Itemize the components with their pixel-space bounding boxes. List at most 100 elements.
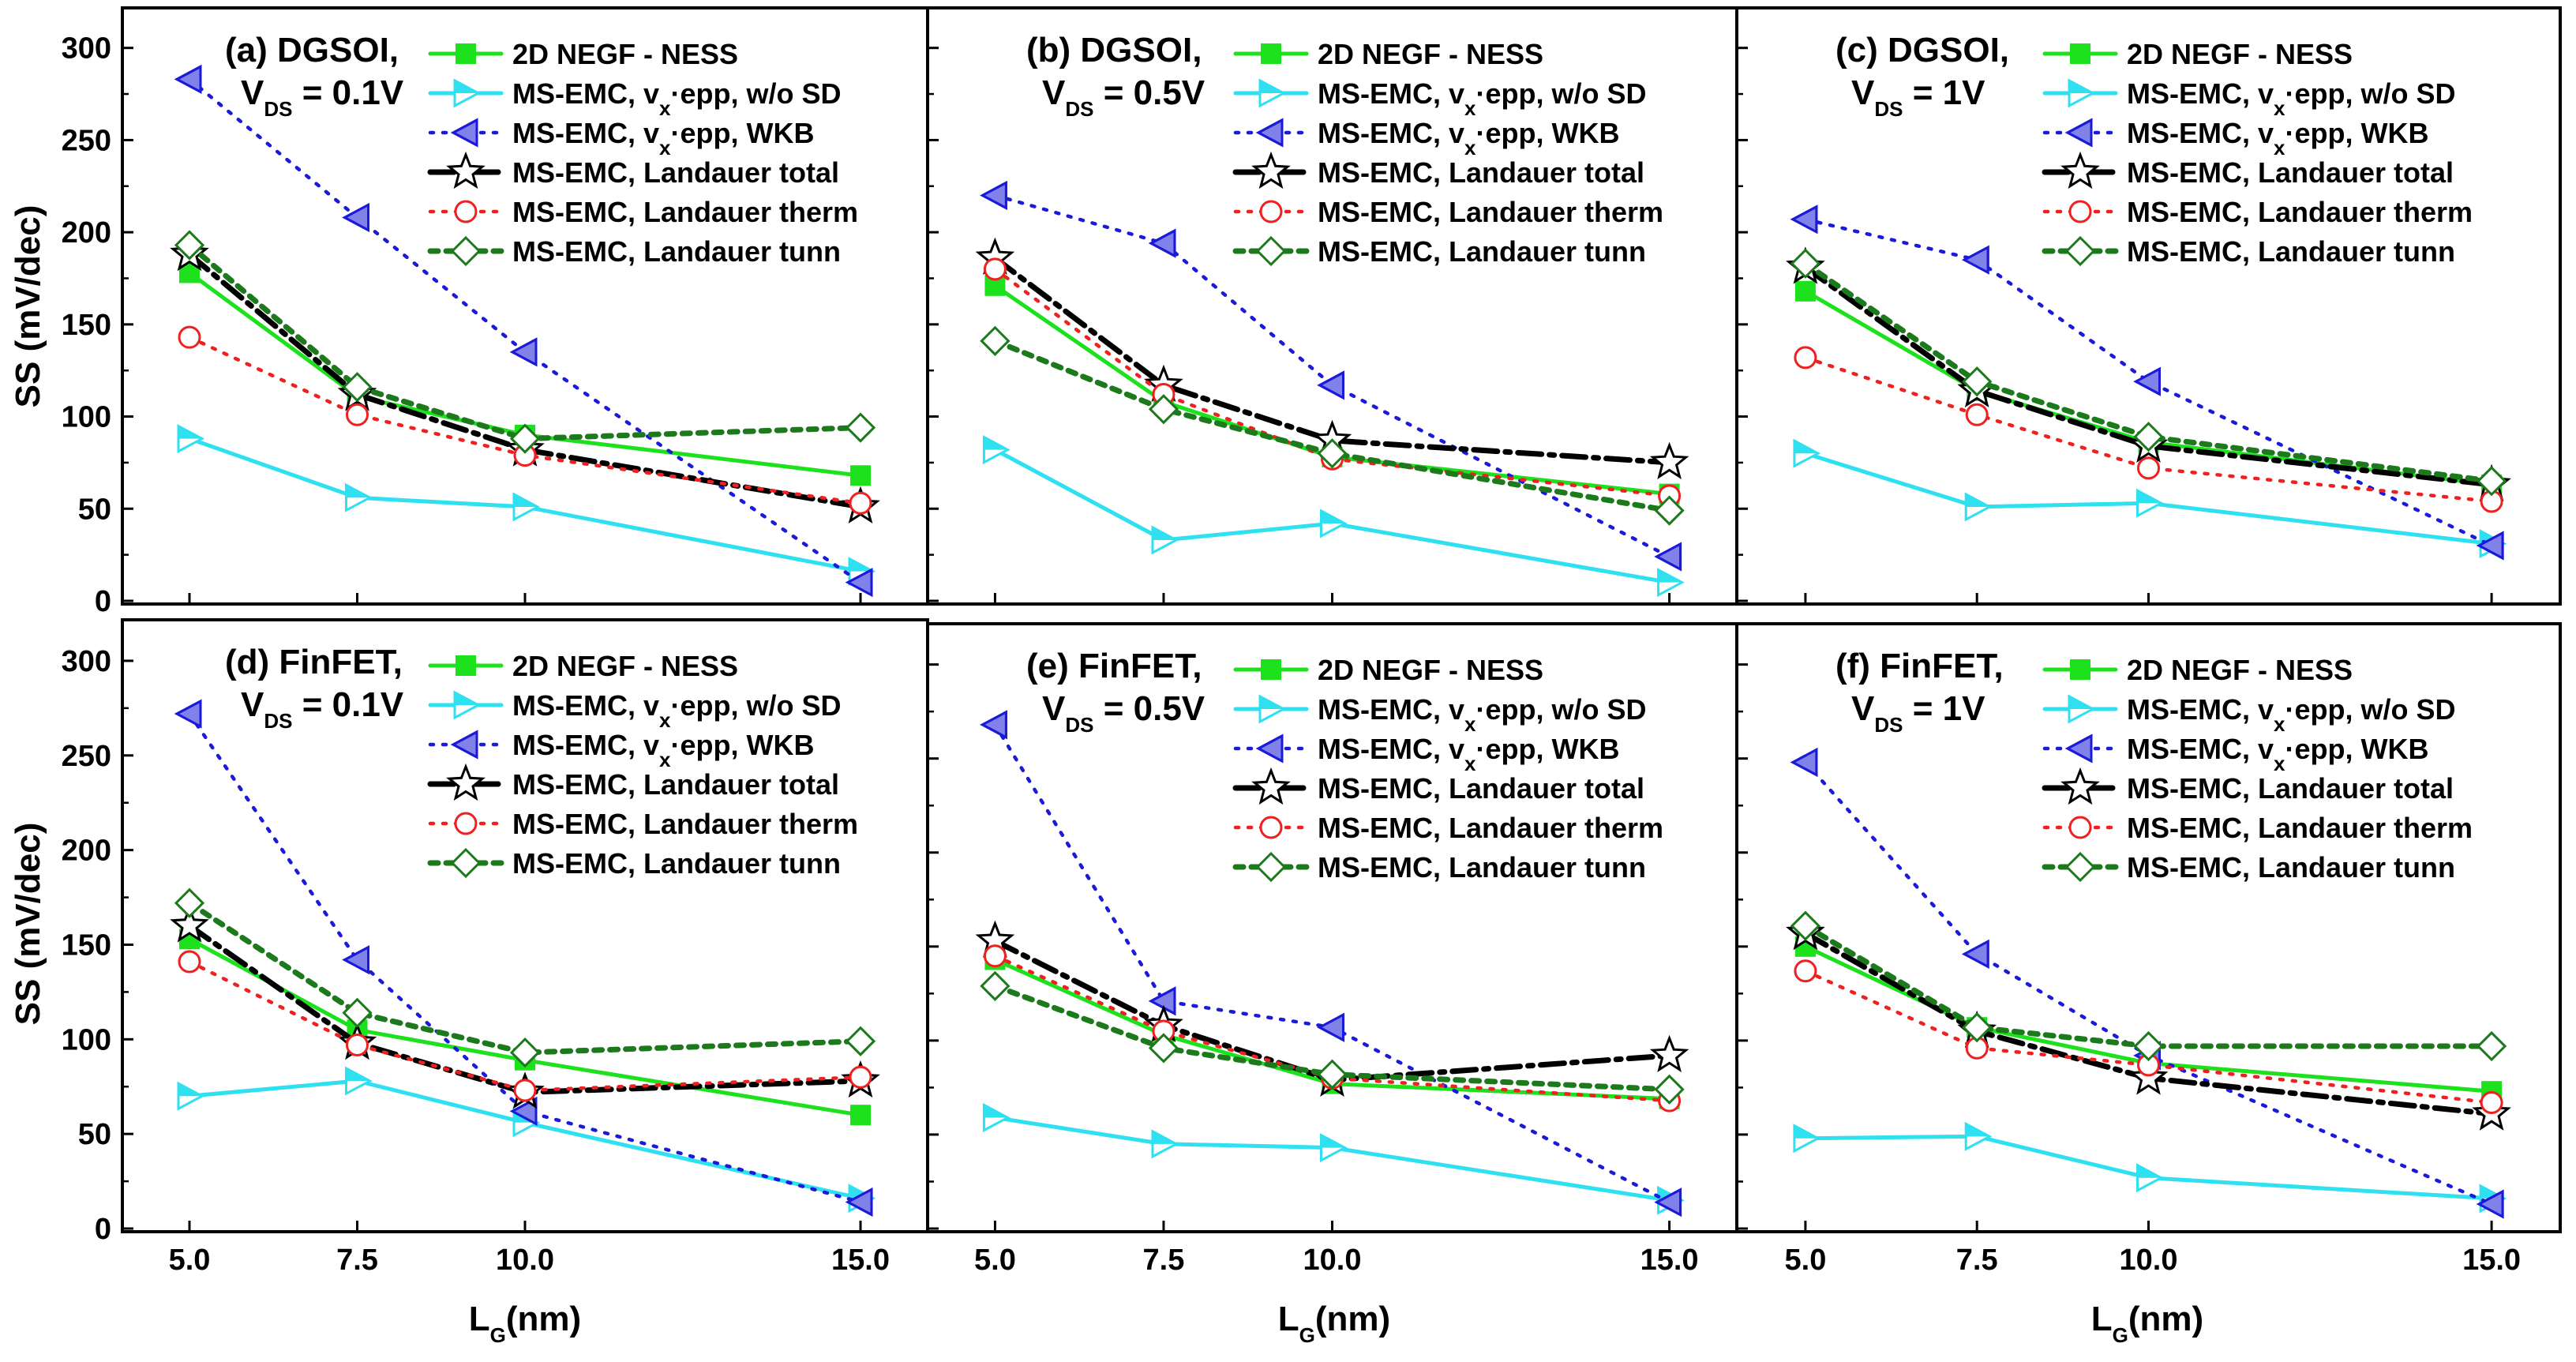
legend-marker-b-wosd bbox=[1258, 78, 1287, 108]
y-tick-label-d-3: 150 bbox=[62, 929, 111, 962]
point-e-tunn-1-shape bbox=[1148, 1033, 1179, 1064]
point-c-therm-2 bbox=[2137, 456, 2160, 480]
point-f-total-2-shape bbox=[2128, 1057, 2169, 1095]
point-d-therm-1-shape bbox=[346, 1034, 369, 1057]
point-d-wkb-3 bbox=[845, 1187, 873, 1217]
point-e-tunn-3-shape bbox=[1654, 1074, 1685, 1105]
legend-marker-b-wkb-fill bbox=[1258, 120, 1282, 145]
legend-entry-c-wosd: MS-EMC, vx·epp, w/o SD bbox=[2042, 77, 2455, 120]
legend-marker-a-therm bbox=[454, 200, 478, 223]
point-f-tunn-3 bbox=[2476, 1030, 2507, 1062]
x-tick-label-e-2: 10.0 bbox=[1303, 1244, 1362, 1277]
point-c-wkb-0 bbox=[1790, 204, 1818, 235]
point-b-wosd-3 bbox=[1657, 568, 1685, 598]
legend-label-f-total: MS-EMC, Landauer total bbox=[2127, 772, 2454, 805]
legend-entry-f-wkb: MS-EMC, vx·epp, WKB bbox=[2042, 733, 2428, 775]
point-d-total-0 bbox=[170, 905, 209, 943]
series-line-b-wosd bbox=[992, 448, 1672, 585]
point-d-wkb-0 bbox=[174, 699, 202, 729]
y-tick-label-d-1: 50 bbox=[78, 1118, 111, 1151]
x-tick-label-f-2: 10.0 bbox=[2120, 1244, 2178, 1277]
point-b-wkb-0-outline bbox=[980, 180, 1007, 210]
point-c-wkb-0-outline bbox=[1790, 204, 1818, 235]
series-line-c-total bbox=[1802, 265, 2495, 488]
series-c-tunn bbox=[1790, 248, 2507, 497]
legend-label-c-therm: MS-EMC, Landauer therm bbox=[2127, 196, 2473, 228]
point-d-wosd-1-fill bbox=[346, 1068, 370, 1082]
panel-a: 0 50 100 150 200 250 300 (a) DGSOI, VDS = 0.1V 2D… bbox=[62, 6, 929, 618]
point-e-total-3-shape bbox=[1649, 1034, 1689, 1073]
point-f-therm-3-shape bbox=[2480, 1090, 2503, 1114]
legend-marker-f-therm bbox=[2068, 816, 2092, 839]
x-tick-label-e-0: 5.0 bbox=[974, 1244, 1016, 1277]
point-a-therm-3 bbox=[849, 491, 872, 515]
point-f-wosd-2-fill bbox=[2137, 1165, 2162, 1178]
legend-entry-a-wosd: MS-EMC, vx·epp, w/o SD bbox=[428, 77, 841, 120]
legend-marker-c-negf bbox=[2070, 43, 2090, 64]
legend-marker-c-wkb-fill bbox=[2068, 120, 2091, 145]
point-d-tunn-0-shape bbox=[174, 887, 205, 918]
point-d-wkb-2-outline bbox=[509, 1096, 538, 1126]
point-d-wkb-0-fill bbox=[177, 701, 201, 727]
point-e-wkb-3 bbox=[1654, 1188, 1682, 1218]
point-d-therm-3-shape bbox=[849, 1065, 872, 1089]
y-tick-label-d-2: 100 bbox=[62, 1023, 111, 1056]
x-tick-label-e-3: 15.0 bbox=[1640, 1244, 1699, 1277]
point-e-wkb-2-outline bbox=[1317, 1012, 1344, 1042]
point-e-tunn-0 bbox=[980, 970, 1011, 1001]
point-f-wkb-1 bbox=[1962, 939, 1989, 969]
point-d-total-0-shape bbox=[170, 905, 209, 943]
point-a-wosd-0-fill bbox=[178, 426, 202, 439]
point-d-wkb-2-fill bbox=[512, 1098, 536, 1124]
point-e-total-3 bbox=[1649, 1034, 1689, 1073]
legend-label-d-negf: 2D NEGF - NESS bbox=[512, 650, 738, 682]
point-c-wkb-2 bbox=[2133, 366, 2161, 396]
point-b-tunn-1-shape bbox=[1148, 394, 1179, 425]
point-b-tunn-2 bbox=[1317, 438, 1348, 469]
point-f-tunn-0-shape bbox=[1790, 910, 1821, 941]
y-tick-label-d-6: 300 bbox=[62, 645, 111, 678]
point-d-therm-1 bbox=[346, 1034, 369, 1057]
legend-marker-b-wosd-fill bbox=[1260, 81, 1284, 93]
series-line-a-wkb bbox=[187, 77, 863, 584]
legend-marker-f-therm-shape bbox=[2068, 816, 2092, 839]
point-f-tunn-2 bbox=[2133, 1030, 2164, 1062]
legend-marker-d-negf-shape bbox=[456, 655, 476, 676]
point-d-therm-2-shape bbox=[513, 1079, 537, 1102]
legend-marker-d-wkb-outline bbox=[450, 730, 478, 760]
legend-label-d-wkb: MS-EMC, vx·epp, WKB bbox=[512, 729, 814, 771]
legend-marker-b-therm-shape bbox=[1259, 200, 1283, 223]
legend-marker-b-total-shape bbox=[1251, 151, 1291, 189]
legend-marker-e-therm bbox=[1259, 816, 1283, 839]
legend-marker-c-wkb bbox=[2064, 118, 2093, 148]
y-tick-label-d-5: 250 bbox=[62, 740, 111, 773]
series-b-tunn bbox=[980, 325, 1685, 526]
legend-label-c-tunn: MS-EMC, Landauer tunn bbox=[2127, 235, 2455, 268]
point-e-wkb-3-fill bbox=[1656, 1189, 1681, 1215]
legend-marker-b-total bbox=[1251, 151, 1291, 189]
legend-entry-c-therm: MS-EMC, Landauer therm bbox=[2042, 196, 2473, 228]
point-c-therm-1 bbox=[1965, 403, 1989, 426]
y-tick-label-a-2: 100 bbox=[62, 401, 111, 434]
legend-marker-a-wkb-outline bbox=[450, 118, 478, 148]
point-d-wkb-1-fill bbox=[344, 947, 369, 973]
point-a-wosd-2-fill bbox=[514, 493, 538, 507]
point-b-wosd-1-fill bbox=[1152, 527, 1176, 540]
point-b-wosd-2-fill bbox=[1321, 510, 1345, 523]
point-e-tunn-0-shape bbox=[980, 970, 1011, 1001]
legend-marker-d-therm bbox=[454, 812, 478, 835]
legend-label-e-wkb: MS-EMC, vx·epp, WKB bbox=[1318, 733, 1619, 775]
series-line-f-total bbox=[1802, 930, 2495, 1117]
series-line-d-total bbox=[186, 923, 864, 1095]
point-f-tunn-1 bbox=[1962, 1012, 1993, 1043]
legend-marker-c-wosd bbox=[2068, 78, 2096, 108]
legend-entry-d-wosd: MS-EMC, vx·epp, w/o SD bbox=[428, 689, 841, 732]
series-c-therm bbox=[1794, 346, 2503, 513]
series-line-d-wosd bbox=[187, 1079, 863, 1201]
legend-entry-c-total: MS-EMC, Landauer total bbox=[2042, 151, 2454, 189]
panel-b-title-line1: (b) DGSOI, bbox=[1026, 31, 1202, 69]
legend-marker-f-tunn-shape bbox=[2064, 851, 2096, 883]
point-a-wosd-0 bbox=[177, 424, 205, 454]
point-d-therm-2 bbox=[513, 1079, 537, 1102]
x-tick-label-d-0: 5.0 bbox=[169, 1244, 211, 1277]
